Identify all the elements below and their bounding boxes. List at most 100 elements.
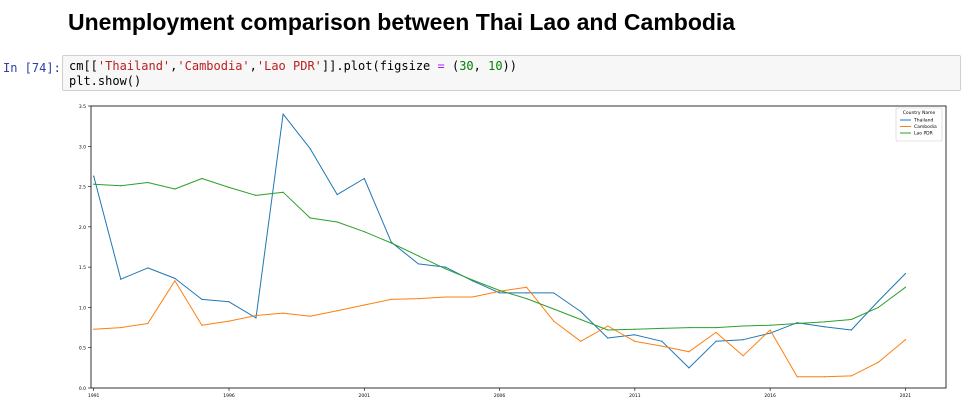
- data-point-cambodia: [201, 324, 203, 326]
- series-line-thailand: [93, 113, 906, 369]
- data-point-lao-pdr: [336, 221, 338, 223]
- data-point-lao-pdr: [363, 231, 365, 233]
- data-point-thailand: [363, 177, 365, 180]
- data-point-lao-pdr: [742, 325, 744, 327]
- data-point-lao-pdr: [228, 186, 230, 188]
- data-point-cambodia: [796, 376, 798, 378]
- notebook-heading: Unemployment comparison between Thai Lao…: [68, 9, 736, 35]
- data-point-thailand: [282, 113, 284, 115]
- data-point-cambodia: [607, 325, 609, 327]
- x-tick-label: 2011: [629, 393, 641, 399]
- code-number-10: 10: [488, 59, 503, 73]
- data-point-thailand: [580, 310, 582, 313]
- data-point-cambodia: [93, 328, 95, 330]
- code-token: ]].plot(figsize: [321, 59, 438, 73]
- data-point-cambodia: [444, 296, 447, 298]
- data-point-cambodia: [553, 320, 555, 322]
- data-point-cambodia: [769, 329, 771, 331]
- data-point-thailand: [634, 334, 636, 336]
- data-point-lao-pdr: [282, 191, 284, 193]
- data-point-thailand: [120, 278, 122, 280]
- data-point-cambodia: [228, 320, 230, 322]
- data-point-lao-pdr: [201, 177, 203, 180]
- data-point-lao-pdr: [417, 255, 419, 257]
- data-point-cambodia: [336, 310, 338, 312]
- data-point-lao-pdr: [607, 329, 609, 331]
- data-point-cambodia: [634, 340, 636, 342]
- data-point-cambodia: [580, 340, 582, 342]
- plot-frame: [90, 105, 947, 389]
- y-tick-label: 0.5: [79, 346, 86, 352]
- data-point-thailand: [877, 300, 879, 302]
- data-point-cambodia: [363, 304, 365, 306]
- data-point-lao-pdr: [174, 188, 176, 190]
- data-point-thailand: [688, 367, 690, 369]
- data-point-thailand: [417, 263, 419, 265]
- data-point-thailand: [742, 339, 744, 341]
- data-point-lao-pdr: [147, 181, 149, 184]
- data-point-lao-pdr: [661, 327, 663, 329]
- y-tick-label: 1.0: [79, 305, 86, 311]
- plot-lines: [93, 113, 907, 378]
- legend-label: Cambodia: [914, 124, 937, 130]
- data-point-lao-pdr: [823, 321, 825, 323]
- data-point-thailand: [336, 194, 338, 196]
- y-tick-label: 3.0: [79, 144, 86, 150]
- data-point-cambodia: [309, 315, 311, 317]
- data-point-lao-pdr: [796, 322, 798, 325]
- data-point-lao-pdr: [634, 328, 636, 330]
- data-point-thailand: [201, 298, 203, 300]
- code-string-cambodia: 'Cambodia': [177, 59, 250, 73]
- y-tick-label: 0.0: [79, 386, 86, 392]
- code-token: ,: [473, 59, 489, 73]
- code-token: cm[[: [69, 59, 98, 73]
- data-point-lao-pdr: [904, 286, 907, 288]
- data-point-cambodia: [715, 331, 717, 334]
- data-point-thailand: [147, 267, 149, 269]
- data-point-lao-pdr: [498, 289, 501, 292]
- data-point-thailand: [444, 266, 447, 268]
- data-point-lao-pdr: [93, 183, 95, 185]
- data-point-lao-pdr: [580, 318, 582, 321]
- data-point-lao-pdr: [471, 279, 474, 281]
- data-point-lao-pdr: [120, 185, 122, 187]
- series-line-cambodia: [93, 280, 906, 378]
- data-point-thailand: [607, 337, 609, 339]
- data-point-cambodia: [904, 339, 907, 341]
- data-point-cambodia: [390, 298, 392, 300]
- data-point-lao-pdr: [688, 326, 690, 329]
- code-token: )): [502, 59, 517, 73]
- data-point-thailand: [228, 301, 230, 303]
- data-point-cambodia: [742, 355, 744, 357]
- series-line-lao-pdr: [93, 178, 906, 331]
- x-tick-label: 2006: [494, 393, 506, 399]
- code-token: ,: [170, 59, 178, 73]
- x-tick-label: 2016: [764, 393, 776, 399]
- data-point-cambodia: [255, 314, 257, 317]
- data-point-lao-pdr: [553, 308, 555, 310]
- data-point-lao-pdr: [769, 324, 771, 326]
- code-number-30: 30: [459, 59, 474, 73]
- cell-prompt: In [74]:: [3, 61, 61, 75]
- y-tick-label: 2.0: [79, 225, 86, 231]
- data-point-thailand: [174, 277, 176, 280]
- y-tick-label: 3.5: [79, 104, 86, 110]
- x-tick-label: 2001: [359, 393, 371, 399]
- data-point-thailand: [850, 329, 852, 331]
- data-point-thailand: [904, 272, 907, 275]
- data-point-lao-pdr: [309, 217, 311, 219]
- data-point-thailand: [309, 148, 311, 150]
- y-tick-label: 1.5: [79, 265, 86, 271]
- plot-axes: 0.0 0.5 1.0 1.5 2.0 2.5 3.0 3.5 1991 1996 2001 2006…: [79, 104, 947, 399]
- code-cell-input[interactable]: cm[['Thailand','Cambodia','Lao PDR']].pl…: [62, 55, 961, 91]
- data-point-lao-pdr: [255, 194, 257, 197]
- legend-title: Country Name: [903, 110, 936, 116]
- code-token: ,: [249, 59, 257, 73]
- data-point-thailand: [93, 175, 95, 177]
- data-point-lao-pdr: [877, 306, 879, 309]
- data-point-cambodia: [471, 296, 474, 298]
- x-tick-label: 1991: [88, 393, 100, 399]
- data-point-cambodia: [282, 312, 284, 314]
- data-point-thailand: [823, 326, 825, 328]
